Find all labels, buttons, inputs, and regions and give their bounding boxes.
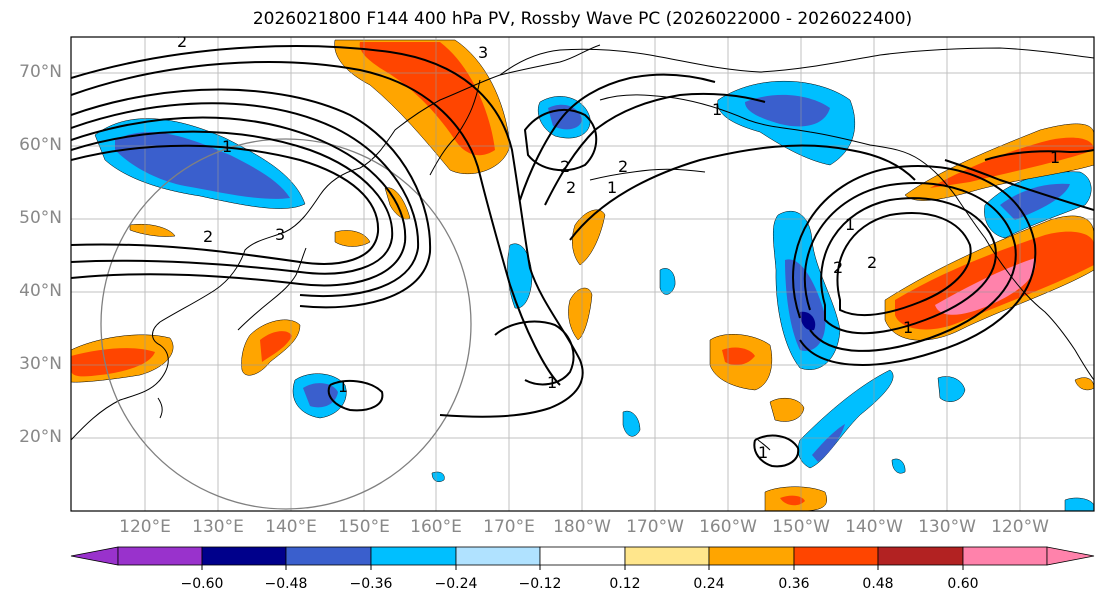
graticule	[71, 37, 1094, 511]
pv-contour-ridge-north	[71, 61, 561, 386]
pv-contour-dateline-trough-2	[544, 92, 766, 206]
colorbar-tick-label: −0.36	[349, 576, 393, 592]
lon-label: 120°E	[119, 517, 171, 537]
contour-label: 1	[607, 178, 617, 197]
colorbar-segment	[370, 546, 457, 566]
reference-circle	[100, 138, 472, 510]
lon-label: 130°W	[918, 517, 976, 537]
islands-hawaii	[757, 439, 771, 451]
lon-label: 120°W	[991, 517, 1049, 537]
pv-contour-dateline-loop	[494, 320, 575, 386]
colorbar-tick-label: 0.36	[778, 576, 810, 592]
pv-contour-ridge-outer	[71, 45, 584, 418]
colorbar-segment	[201, 546, 287, 566]
lon-label: 130°E	[192, 517, 244, 537]
map-title: 2026021800 F144 400 hPa PV, Rossby Wave …	[252, 9, 913, 29]
island-taiwan	[157, 397, 163, 419]
contour-label: 1	[222, 137, 232, 156]
contour-label: 3	[478, 43, 488, 62]
lat-label: 70°N	[19, 62, 62, 82]
pv-contour-cutoff-3	[803, 182, 1017, 352]
map-border	[70, 36, 1095, 512]
islands-aleutian	[589, 168, 706, 181]
colorbar	[70, 546, 1095, 566]
colorbar-segment	[877, 546, 964, 566]
lat-label: 50°N	[19, 208, 62, 228]
colorbar-segment	[624, 546, 710, 566]
contour-label: 1	[712, 100, 722, 119]
lat-label: 40°N	[19, 281, 62, 301]
lat-label: 60°N	[19, 135, 62, 155]
contour-label: 1	[338, 377, 348, 396]
coastline-kamchatka	[429, 79, 481, 176]
lon-label: 150°E	[338, 517, 390, 537]
contour-label: 2	[867, 253, 877, 272]
pv-contour-trough-west-3	[71, 116, 407, 287]
pv-contour-dateline-trough	[519, 73, 716, 201]
pv-contour-bering-ring	[523, 109, 598, 172]
contour-label: 1	[547, 373, 557, 392]
pv-contour-cutoff-low-south	[327, 379, 384, 412]
contour-label: 2	[618, 157, 628, 176]
contour-label-group: 2 2 3 3 1 2 2 2 1 1 2 2 1 1 1 1 1 1	[177, 32, 1060, 462]
contour-label: 1	[845, 215, 855, 234]
pv-contours	[71, 45, 1094, 468]
contour-label: 1	[758, 443, 768, 462]
colorbar-tick-label: −0.48	[264, 576, 308, 592]
colorbar-segment	[455, 546, 541, 566]
pv-contour-subtropic-hawaii	[753, 434, 800, 468]
pv-contour-ridge-east	[569, 144, 916, 241]
colorbar-max-extension	[1046, 546, 1095, 566]
contour-label: 2	[566, 178, 576, 197]
pv-contour-trough-west-5	[71, 88, 432, 309]
lon-label: 160°E	[410, 517, 462, 537]
lon-label: 160°W	[699, 517, 757, 537]
pv-contour-east-edge	[944, 159, 1094, 211]
lon-label: 180°W	[553, 517, 611, 537]
pv-contour-trough-west-1	[71, 144, 380, 265]
lon-label: 170°W	[626, 517, 684, 537]
colorbar-tick-label: −0.60	[180, 576, 224, 592]
coastline-asia	[71, 44, 601, 441]
colorbar-segment	[708, 546, 795, 566]
lat-label: 20°N	[19, 427, 62, 447]
colorbar-tick-label: 0.24	[693, 576, 725, 592]
colorbar-segment	[539, 546, 626, 566]
pv-contour-cutoff-2	[820, 197, 997, 335]
colorbar-tick-label: −0.24	[434, 576, 478, 592]
colorbar-ticks	[201, 565, 964, 570]
lat-label: 30°N	[19, 354, 62, 374]
contour-label: 1	[903, 318, 913, 337]
pv-contour-trough-west-4	[71, 102, 420, 298]
colorbar-segment	[793, 546, 879, 566]
coastline-alaska	[599, 94, 1094, 381]
negative-anomaly-subtropical-streak	[797, 369, 894, 469]
contour-label: 2	[833, 258, 843, 277]
colorbar-segment	[962, 546, 1048, 566]
colorbar-tick-label: 0.48	[862, 576, 894, 592]
colorbar-tick-label: −0.12	[518, 576, 562, 592]
lon-label: 140°W	[845, 517, 903, 537]
coastline-north	[499, 47, 1094, 76]
colorbar-segment	[285, 546, 372, 566]
contour-label: 2	[203, 227, 213, 246]
colorbar-min-extension	[70, 546, 119, 566]
contour-label: 2	[560, 157, 570, 176]
contour-label: 2	[177, 32, 187, 51]
pv-contour-trough-west-2	[71, 130, 394, 275]
colorbar-segment	[117, 546, 203, 566]
lon-label: 150°W	[772, 517, 830, 537]
colorbar-tick-label: 0.12	[609, 576, 641, 592]
contour-label: 1	[1050, 148, 1060, 167]
lon-label: 140°E	[265, 517, 317, 537]
lon-label: 170°E	[483, 517, 535, 537]
pv-contour-cutoff-1	[836, 212, 972, 316]
colorbar-tick-label: 0.60	[947, 576, 979, 592]
pv-contour-canada	[984, 149, 1094, 161]
pv-contour-cutoff-4	[792, 164, 1037, 366]
contour-label: 3	[275, 225, 285, 244]
coastlines	[71, 44, 1094, 451]
